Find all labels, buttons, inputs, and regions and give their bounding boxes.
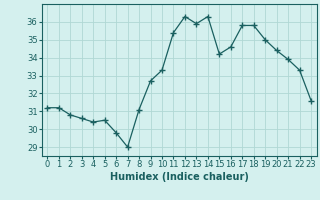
X-axis label: Humidex (Indice chaleur): Humidex (Indice chaleur) (110, 172, 249, 182)
